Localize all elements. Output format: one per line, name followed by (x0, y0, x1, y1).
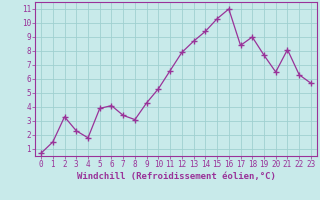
X-axis label: Windchill (Refroidissement éolien,°C): Windchill (Refroidissement éolien,°C) (76, 172, 276, 181)
